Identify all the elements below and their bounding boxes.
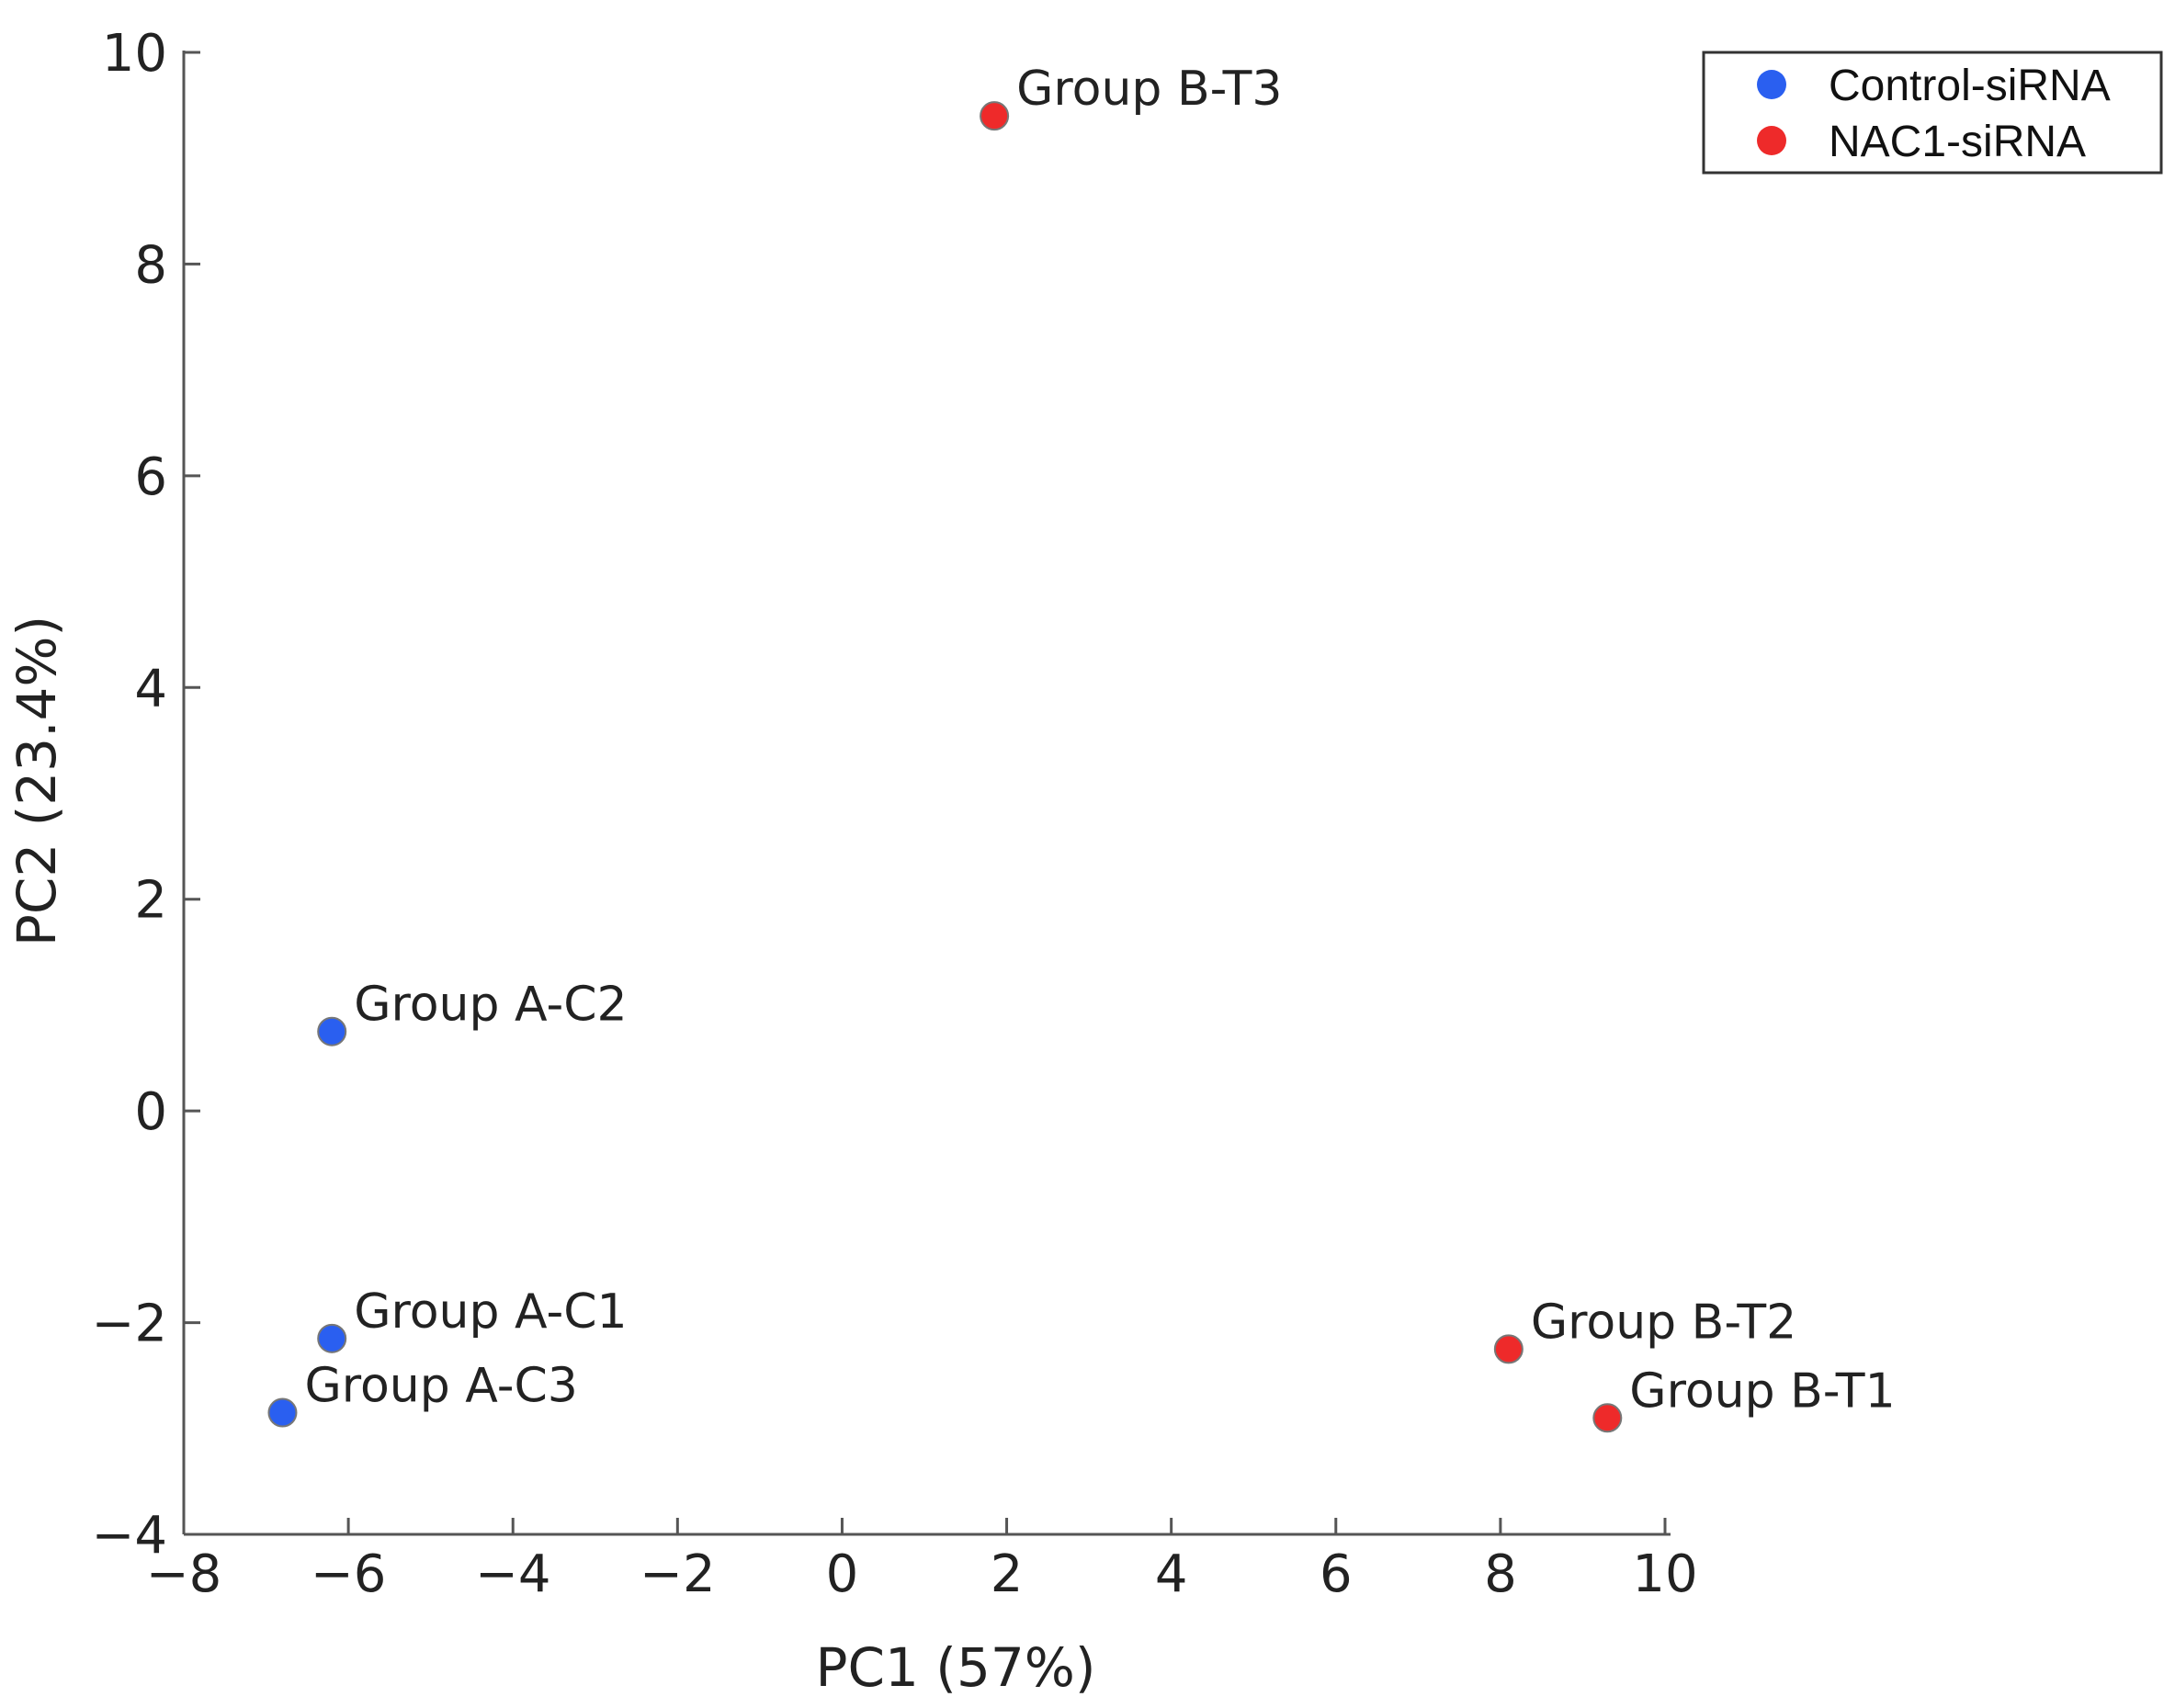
y-tick-label: 0 <box>134 1082 167 1142</box>
y-tick-label: 10 <box>102 24 167 84</box>
x-tick-label: −2 <box>640 1544 716 1604</box>
x-tick-label: 8 <box>1484 1544 1517 1604</box>
x-tick-label: 0 <box>826 1544 859 1604</box>
legend-marker-nac1 <box>1757 126 1786 155</box>
y-tick-label: −4 <box>91 1506 167 1566</box>
x-tick-label: −8 <box>146 1544 222 1604</box>
point-label-group-a-c1: Group A-C1 <box>354 1284 627 1340</box>
point-label-group-a-c3: Group A-C3 <box>304 1359 577 1414</box>
data-point-group-a-c3 <box>267 1397 298 1428</box>
x-tick-label: −4 <box>475 1544 551 1604</box>
data-point-group-a-c2 <box>317 1016 347 1046</box>
y-tick-label: 4 <box>134 659 167 718</box>
legend-label-control: Control-siRNA <box>1829 62 2111 110</box>
point-label-group-a-c2: Group A-C2 <box>354 978 627 1033</box>
x-tick-label: 4 <box>1155 1544 1188 1604</box>
x-axis-title: PC1 (57%) <box>816 1636 1096 1699</box>
x-tick-label: 10 <box>1632 1544 1697 1604</box>
point-label-group-b-t2: Group B-T2 <box>1531 1295 1796 1350</box>
y-tick-label: −2 <box>91 1295 167 1354</box>
point-label-group-b-t1: Group B-T1 <box>1629 1363 1895 1419</box>
legend: Control-siRNA NAC1-siRNA <box>1702 51 2163 175</box>
legend-label-nac1: NAC1-siRNA <box>1829 118 2086 166</box>
x-tick-label: 6 <box>1320 1544 1353 1604</box>
x-tick-label: 2 <box>991 1544 1024 1604</box>
y-axis-title: PC2 (23.4%) <box>6 616 68 946</box>
point-label-group-b-t3: Group B-T3 <box>1016 62 1282 117</box>
data-point-group-b-t1 <box>1592 1403 1623 1433</box>
axes <box>182 51 1671 1536</box>
data-point-group-b-t3 <box>980 101 1010 131</box>
y-tick-label: 2 <box>134 871 167 931</box>
data-point-group-b-t2 <box>1493 1334 1524 1364</box>
legend-marker-control <box>1757 70 1786 99</box>
y-tick-label: 8 <box>134 235 167 295</box>
data-points: Group A-C2 Group A-C1 Group A-C3 Group B-T3… <box>267 62 1896 1433</box>
x-ticks: −8 −6 −4 −2 0 2 4 6 8 10 <box>146 1518 1698 1604</box>
y-ticks: −4 −2 0 2 4 6 8 10 <box>91 24 200 1566</box>
data-point-group-a-c1 <box>317 1323 347 1353</box>
x-tick-label: −6 <box>311 1544 387 1604</box>
y-tick-label: 6 <box>134 447 167 507</box>
